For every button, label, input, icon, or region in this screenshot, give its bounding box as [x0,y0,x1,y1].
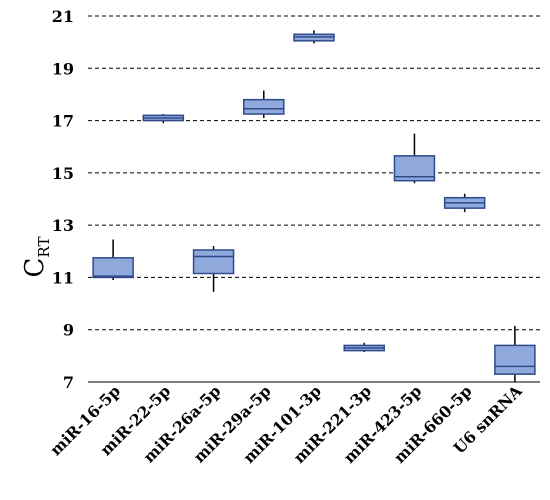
box-U6 snRNA [494,325,536,382]
y-tick-label-11: 11 [52,268,74,287]
box-miR-221-3p [343,342,385,352]
box-miR-660-5p [443,193,486,213]
y-tick-label-15: 15 [52,164,74,183]
y-tick-label-21: 21 [52,7,74,26]
x-axis-category-labels: miR-16-5pmiR-22-5pmiR-26a-5pmiR-29a-5pmi… [46,381,526,467]
grid-lines [88,15,540,383]
box-miR-16-5p [92,239,134,281]
box-iqr [243,98,285,115]
box-iqr [494,344,536,375]
box-miR-423-5p [393,133,436,184]
y-tick-label-13: 13 [52,216,74,235]
box-miR-29a-5p [243,90,285,118]
box-iqr [92,257,134,279]
box-miR-101-3p [293,30,335,44]
y-axis-label: CRT [20,237,53,278]
box-iqr [192,249,235,275]
y-tick-label-7: 7 [63,373,74,392]
y-axis-tick-labels: 7 9 11 13 15 17 19 21 [52,7,74,392]
box-miR-26a-5p [192,246,235,292]
y-tick-label-9: 9 [63,321,74,340]
y-tick-label-17: 17 [52,112,74,131]
box-miR-22-5p [142,114,185,124]
y-tick-label-19: 19 [52,59,74,78]
boxes [92,30,536,382]
